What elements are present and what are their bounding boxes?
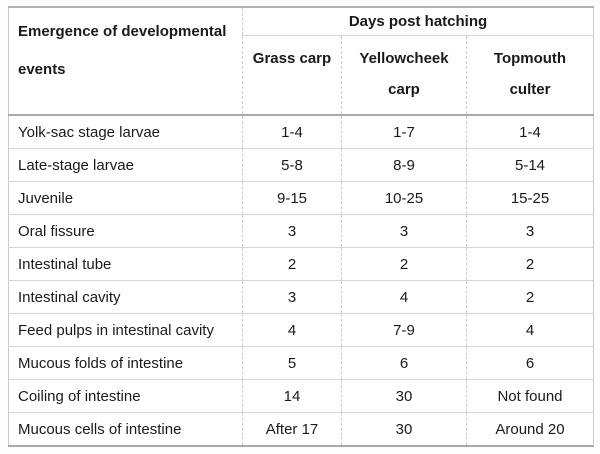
table-row: Late-stage larvae 5-8 8-9 5-14	[8, 148, 594, 182]
column-header-row: Grass carp Yellowcheek carp Topmouth cul…	[9, 35, 594, 115]
row-value: 7-9	[341, 313, 467, 347]
table-row: Intestinal tube 2 2 2	[8, 247, 594, 281]
group-header: Days post hatching	[242, 7, 594, 36]
row-label: Feed pulps in intestinal cavity	[8, 313, 243, 347]
column-header-line2	[244, 74, 342, 105]
row-label: Intestinal tube	[8, 247, 243, 281]
column-header-line2: culter	[509, 81, 551, 98]
row-value: 2	[466, 280, 594, 314]
row-value: Around 20	[466, 412, 594, 446]
row-value: 8-9	[341, 148, 467, 182]
row-value: 5-14	[466, 148, 594, 182]
table-row: Intestinal cavity 3 4 2	[8, 280, 594, 314]
row-label: Yolk-sac stage larvae	[8, 114, 243, 149]
row-value: After 17	[242, 412, 342, 446]
row-label: Coiling of intestine	[8, 379, 243, 413]
corner-header-line1: Emergence of developmental	[18, 23, 227, 40]
row-value: 1-7	[341, 114, 467, 149]
row-value: 1-4	[466, 114, 594, 149]
row-label: Oral fissure	[8, 214, 243, 248]
table-row: Mucous cells of intestine After 17 30 Ar…	[8, 412, 594, 446]
row-label: Mucous folds of intestine	[8, 346, 243, 380]
row-value: 30	[341, 379, 467, 413]
column-header-line2: carp	[388, 81, 420, 98]
row-value: 3	[242, 280, 342, 314]
column-header-yellowcheek-carp: Yellowcheek carp	[341, 35, 467, 115]
group-header-row: Emergence of developmental events Days p…	[9, 7, 594, 78]
row-label: Late-stage larvae	[8, 148, 243, 182]
row-value: 4	[341, 280, 467, 314]
row-value: 9-15	[242, 181, 342, 215]
table-row: Coiling of intestine 14 30 Not found	[8, 379, 594, 413]
row-value: 30	[341, 412, 467, 446]
row-value: 3	[466, 214, 594, 248]
row-value: 5-8	[242, 148, 342, 182]
corner-header: Emergence of developmental events	[9, 7, 243, 115]
row-value: 1-4	[242, 114, 342, 149]
row-value: 2	[242, 247, 342, 281]
row-value: 5	[242, 346, 342, 380]
table-row: Mucous folds of intestine 5 6 6	[8, 346, 594, 380]
row-value: 14	[242, 379, 342, 413]
column-header-line1: Grass carp	[252, 50, 332, 67]
table-header: Emergence of developmental events Days p…	[9, 7, 594, 115]
row-value: 3	[341, 214, 467, 248]
table-row: Juvenile 9-15 10-25 15-25	[8, 181, 594, 215]
row-value: 2	[466, 247, 594, 281]
column-header-topmouth-culter: Topmouth culter	[466, 35, 594, 115]
table-row: Oral fissure 3 3 3	[8, 214, 594, 248]
row-value: 3	[242, 214, 342, 248]
row-value: 6	[466, 346, 594, 380]
row-value: 4	[242, 313, 342, 347]
row-label: Mucous cells of intestine	[8, 412, 243, 446]
column-header-line1: Topmouth	[493, 50, 567, 67]
row-value: 10-25	[341, 181, 467, 215]
row-value: 15-25	[466, 181, 594, 215]
row-value: 6	[341, 346, 467, 380]
column-header-grass-carp: Grass carp	[242, 35, 342, 115]
corner-header-line2: events	[18, 61, 66, 78]
table-row: Yolk-sac stage larvae 1-4 1-7 1-4	[8, 114, 594, 149]
row-value: Not found	[466, 379, 594, 413]
developmental-events-table: Emergence of developmental events Days p…	[8, 6, 594, 447]
row-value: 4	[466, 313, 594, 347]
table-body: Yolk-sac stage larvae 1-4 1-7 1-4 Late-s…	[8, 114, 594, 446]
column-header-line1: Yellowcheek	[359, 50, 449, 67]
row-label: Juvenile	[8, 181, 243, 215]
table-row: Feed pulps in intestinal cavity 4 7-9 4	[8, 313, 594, 347]
row-value: 2	[341, 247, 467, 281]
row-label: Intestinal cavity	[8, 280, 243, 314]
